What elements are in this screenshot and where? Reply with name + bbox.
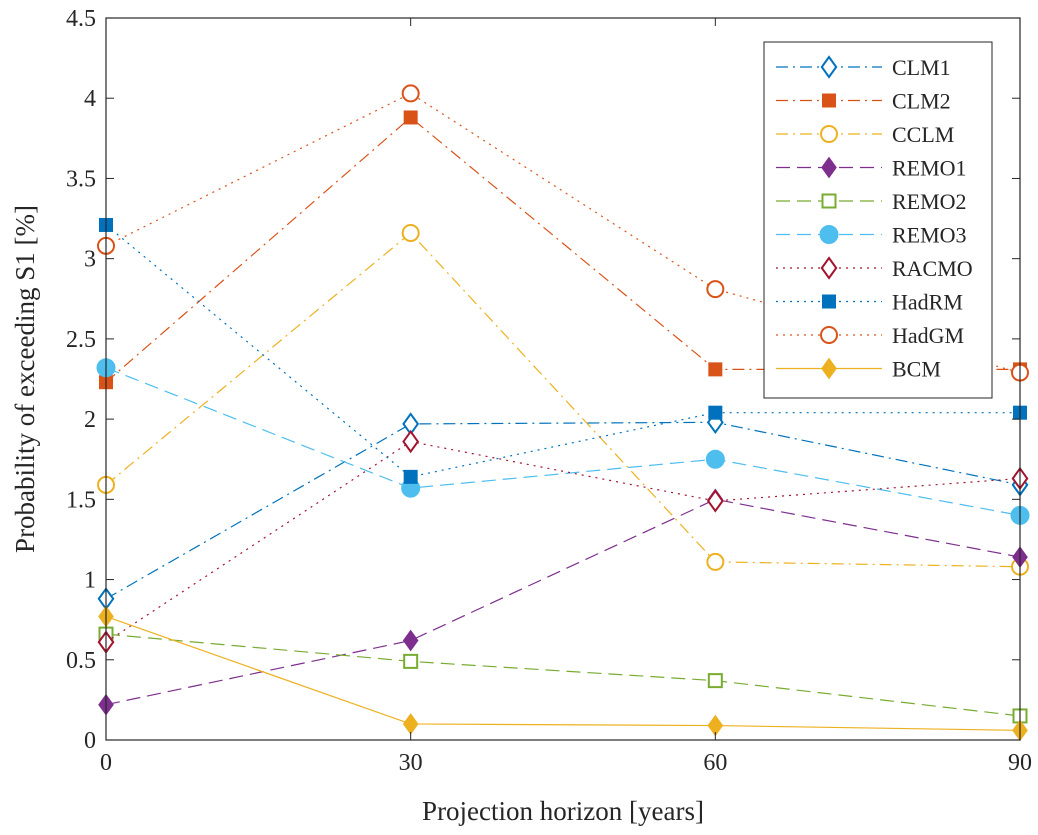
legend-item-clm1: CLM1 bbox=[776, 55, 951, 80]
data-point-racmo bbox=[706, 489, 724, 513]
x-tick-label: 30 bbox=[399, 750, 423, 776]
legend-box bbox=[763, 41, 993, 399]
data-point-hadgm bbox=[401, 84, 420, 103]
data-point-clm2 bbox=[708, 362, 723, 377]
legend-item-cclm: CCLM bbox=[776, 122, 954, 147]
series-line-remo3 bbox=[105, 367, 1021, 516]
legend-item-remo2: REMO2 bbox=[776, 189, 967, 214]
legend-item-bcm: BCM bbox=[776, 357, 941, 382]
data-point-clm2 bbox=[403, 110, 418, 125]
tick-layer: 0 0.5 1 1.5 2 2.5 3 3.5 4 4.5 0 30 60 90 bbox=[66, 6, 1032, 776]
legend-label-clm1: CLM1 bbox=[892, 55, 951, 80]
legend-label-remo3: REMO3 bbox=[892, 223, 967, 248]
series-cclm bbox=[97, 223, 1029, 576]
y-tick-label: 3.5 bbox=[66, 166, 96, 192]
data-point-remo3 bbox=[705, 449, 725, 469]
legend-label-hadgm: HadGM bbox=[892, 323, 964, 348]
data-point-racmo bbox=[402, 429, 420, 454]
legend-label-clm2: CLM2 bbox=[892, 89, 951, 114]
data-point-remo1 bbox=[402, 629, 419, 652]
series-line-clm1 bbox=[105, 421, 1021, 600]
data-point-cclm bbox=[706, 552, 725, 571]
legend-marker-hadrm bbox=[822, 294, 836, 309]
series-line-racmo bbox=[105, 440, 1021, 643]
legend-marker-clm2 bbox=[822, 93, 836, 108]
legend-label-remo2: REMO2 bbox=[892, 189, 967, 214]
legend-marker-bcm bbox=[821, 357, 837, 380]
series-line-remo2 bbox=[105, 633, 1021, 717]
legend-marker-cclm bbox=[820, 125, 838, 143]
y-tick-label: 2 bbox=[84, 407, 96, 433]
y-tick-label: 4 bbox=[84, 86, 96, 112]
legend-item-remo3: REMO3 bbox=[776, 223, 967, 248]
y-axis-label: Probability of exceeding S1 [%] bbox=[10, 205, 40, 553]
y-tick-label: 2.5 bbox=[66, 327, 96, 353]
legend-marker-hadgm bbox=[820, 326, 838, 344]
series-line-remo1 bbox=[105, 498, 1021, 706]
legend-item-remo1: REMO1 bbox=[776, 156, 967, 181]
x-tick-label: 90 bbox=[1008, 750, 1032, 776]
plot-frame bbox=[105, 17, 1021, 741]
series-line-clm2 bbox=[105, 116, 1020, 383]
y-tick-label: 4.5 bbox=[66, 6, 96, 32]
series-line-hadrm bbox=[105, 224, 1020, 478]
y-tick-label: 0.5 bbox=[66, 648, 96, 674]
series-layer bbox=[96, 84, 1030, 742]
legend-label-hadrm: HadRM bbox=[892, 290, 963, 315]
legend-marker-racmo bbox=[820, 256, 838, 280]
data-point-remo2 bbox=[707, 673, 723, 689]
legend-marker-remo1 bbox=[821, 156, 837, 179]
x-tick-label: 60 bbox=[703, 750, 727, 776]
legend-marker-clm1 bbox=[820, 55, 838, 79]
legend-item-hadgm: HadGM bbox=[776, 323, 964, 348]
data-point-remo2 bbox=[403, 653, 419, 669]
y-tick-label: 3 bbox=[84, 247, 96, 273]
legend-label-bcm: BCM bbox=[892, 357, 941, 382]
data-point-hadrm bbox=[708, 405, 723, 420]
legend-marker-remo3 bbox=[819, 225, 839, 244]
legend-item-hadrm: HadRM bbox=[776, 290, 963, 315]
legend-label-cclm: CCLM bbox=[892, 122, 954, 147]
y-tick-label: 1.5 bbox=[66, 487, 96, 513]
legend-item-clm2: CLM2 bbox=[776, 89, 951, 114]
y-tick-label: 0 bbox=[84, 728, 96, 754]
legend-label-racmo: RACMO bbox=[892, 256, 973, 281]
series-racmo bbox=[97, 429, 1029, 654]
legend-marker-remo2 bbox=[821, 193, 837, 209]
x-axis-label: Projection horizon [years] bbox=[422, 796, 704, 826]
y-tick-label: 1 bbox=[84, 568, 96, 594]
series-line-cclm bbox=[105, 232, 1021, 568]
legend-label-remo1: REMO1 bbox=[892, 156, 967, 181]
x-tick-label: 0 bbox=[100, 750, 112, 776]
series-line-bcm bbox=[105, 615, 1021, 731]
legend: CLM1 CLM2 CCLM REMO1 REMO2 REMO3 RACMO HadRM Had… bbox=[763, 41, 993, 399]
data-point-hadrm bbox=[403, 469, 418, 484]
data-point-hadgm bbox=[706, 280, 725, 299]
legend-item-racmo: RACMO bbox=[776, 256, 973, 281]
data-point-cclm bbox=[401, 223, 420, 242]
